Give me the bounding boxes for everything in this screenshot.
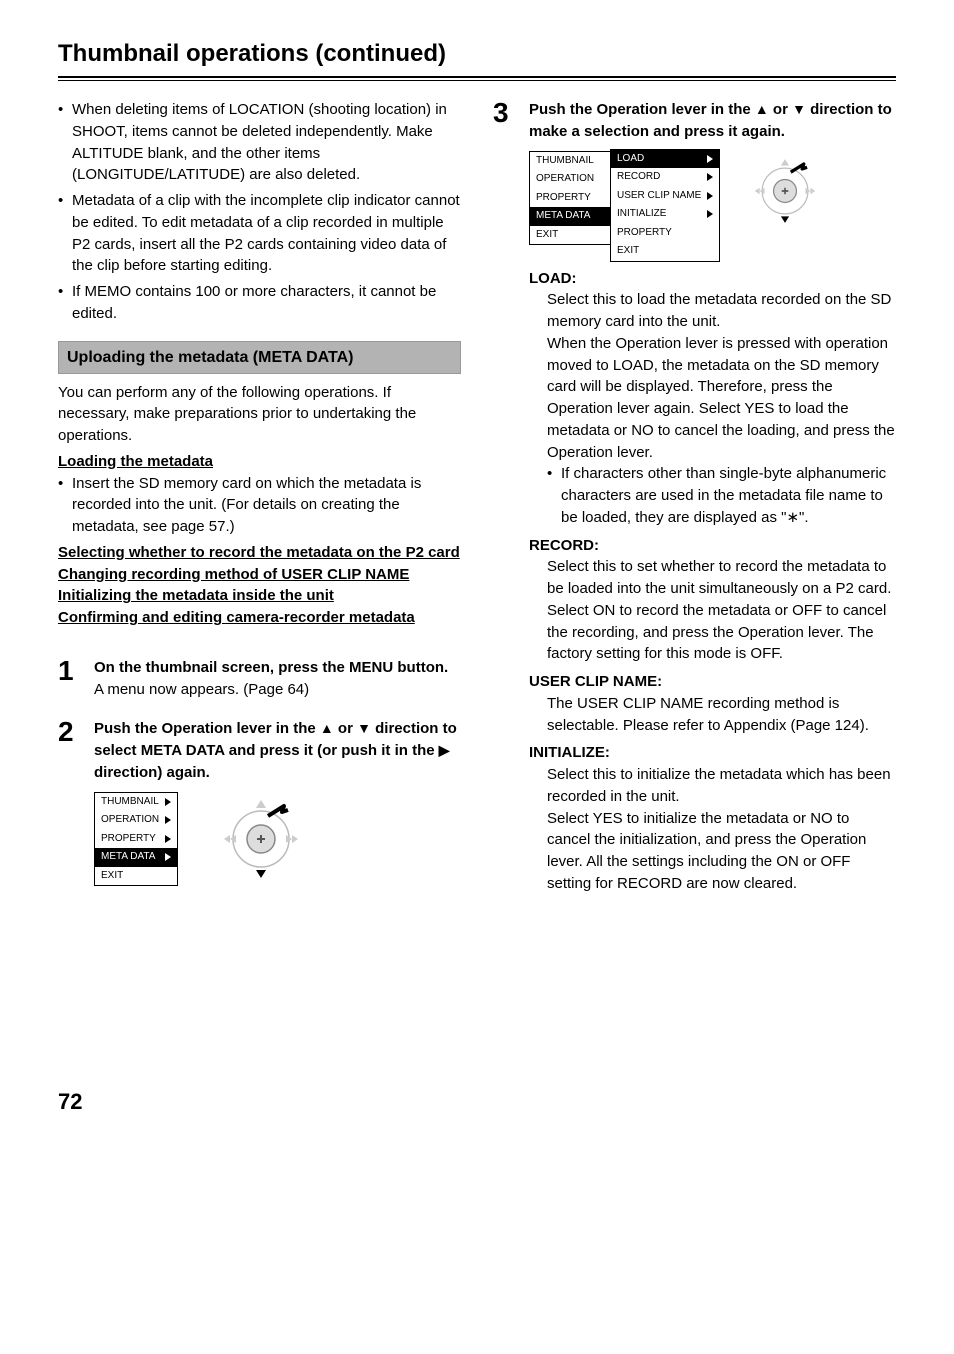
- bullet-item: Metadata of a clip with the incomplete c…: [58, 190, 461, 277]
- menu-row: USER CLIP NAME: [611, 187, 719, 206]
- subheading-initializing: Initializing the metadata inside the uni…: [58, 587, 334, 604]
- paragraph: Select ON to record the metadata or OFF …: [547, 600, 896, 665]
- right-arrow-icon: [165, 798, 171, 806]
- loading-bullets: Insert the SD memory card on which the m…: [58, 473, 461, 538]
- up-arrow-icon: ▲: [320, 720, 334, 736]
- section-heading: Uploading the metadata (META DATA): [58, 341, 461, 374]
- up-arrow-icon: ▲: [755, 101, 769, 117]
- step-number: 2: [58, 718, 80, 746]
- right-arrow-icon: [165, 835, 171, 843]
- step-number: 1: [58, 657, 80, 685]
- right-arrow-icon: [707, 210, 713, 218]
- term-body: The USER CLIP NAME recording method is s…: [529, 693, 896, 737]
- term-load: LOAD:: [529, 268, 896, 290]
- right-arrow-icon: [707, 173, 713, 181]
- right-arrow-icon: [165, 853, 171, 861]
- paragraph: When the Operation lever is pressed with…: [547, 333, 896, 464]
- menu-diagram-2: THUMBNAIL OPERATION PROPERTY META DATA E…: [529, 151, 720, 262]
- step-bold: Push the Operation lever in the ▲ or ▼ d…: [94, 718, 461, 783]
- menu-row: THUMBNAIL: [95, 793, 177, 812]
- menu-row: THUMBNAIL: [530, 152, 610, 171]
- subheading-selecting: Selecting whether to record the metadata…: [58, 544, 460, 561]
- menu-row: PROPERTY: [95, 830, 177, 849]
- step-number: 3: [493, 99, 515, 127]
- step-text: A menu now appears. (Page 64): [94, 679, 461, 701]
- term-body: Select this to initialize the metadata w…: [529, 764, 896, 895]
- menu-box-left: THUMBNAIL OPERATION PROPERTY META DATA E…: [529, 151, 611, 246]
- step-2: 2 Push the Operation lever in the ▲ or ▼…: [58, 718, 461, 783]
- right-arrow-icon: [707, 192, 713, 200]
- menu-box: THUMBNAIL OPERATION PROPERTY META DATA E…: [94, 792, 178, 887]
- menu-row: INITIALIZE: [611, 205, 719, 224]
- subheading-confirming: Confirming and editing camera-recorder m…: [58, 609, 415, 626]
- menu-row: PROPERTY: [611, 224, 719, 243]
- menu-row: RECORD: [611, 168, 719, 187]
- paragraph: Select this to load the metadata recorde…: [547, 289, 896, 333]
- section-intro: You can perform any of the following ope…: [58, 382, 461, 447]
- menu-row: OPERATION: [95, 811, 177, 830]
- bullet-item: Insert the SD memory card on which the m…: [58, 473, 461, 538]
- dpad-diagram: [206, 794, 316, 884]
- right-column: 3 Push the Operation lever in the ▲ or ▼…: [493, 99, 896, 1118]
- right-arrow-icon: [707, 155, 713, 163]
- menu-row: OPERATION: [530, 170, 610, 189]
- load-bullets: If characters other than single-byte alp…: [547, 463, 896, 528]
- page-title: Thumbnail operations (continued): [58, 40, 896, 68]
- right-arrow-icon: [165, 816, 171, 824]
- term-body: Select this to set whether to record the…: [529, 556, 896, 665]
- step-body: Push the Operation lever in the ▲ or ▼ d…: [94, 718, 461, 783]
- subheading-changing: Changing recording method of USER CLIP N…: [58, 566, 409, 583]
- step-3: 3 Push the Operation lever in the ▲ or ▼…: [493, 99, 896, 895]
- text-frag: direction) again.: [94, 764, 210, 781]
- step-bold: On the thumbnail screen, press the MENU …: [94, 657, 461, 679]
- text-frag: or: [334, 720, 357, 737]
- menu-row: EXIT: [95, 867, 177, 886]
- term-body: Select this to load the metadata recorde…: [529, 289, 896, 528]
- subheading-loading: Loading the metadata: [58, 453, 213, 470]
- bullet-item: If MEMO contains 100 or more characters,…: [58, 281, 461, 325]
- menu-row: EXIT: [530, 226, 610, 245]
- bullet-item: When deleting items of LOCATION (shootin…: [58, 99, 461, 186]
- intro-bullets: When deleting items of LOCATION (shootin…: [58, 99, 461, 325]
- down-arrow-icon: ▼: [792, 101, 806, 117]
- menu-row-selected: LOAD: [611, 150, 719, 169]
- paragraph: The USER CLIP NAME recording method is s…: [547, 693, 896, 737]
- paragraph: Select this to initialize the metadata w…: [547, 764, 896, 808]
- step-body: On the thumbnail screen, press the MENU …: [94, 657, 461, 701]
- menu-row-selected: META DATA: [530, 207, 610, 226]
- paragraph: Select this to set whether to record the…: [547, 556, 896, 600]
- paragraph: Select YES to initialize the metadata or…: [547, 808, 896, 895]
- page-number: 72: [58, 1086, 461, 1118]
- menu-row-selected: META DATA: [95, 848, 177, 867]
- text-frag: Push the Operation lever in the: [94, 720, 320, 737]
- term-userclip: USER CLIP NAME:: [529, 671, 896, 693]
- text-frag: Push the Operation lever in the: [529, 101, 755, 118]
- left-column: When deleting items of LOCATION (shootin…: [58, 99, 461, 1118]
- dpad-diagram: [740, 151, 830, 231]
- text-frag: or: [769, 101, 792, 118]
- step-1: 1 On the thumbnail screen, press the MEN…: [58, 657, 461, 701]
- menu-diagram-1: THUMBNAIL OPERATION PROPERTY META DATA E…: [94, 792, 461, 887]
- menu-row: EXIT: [611, 242, 719, 261]
- term-initialize: INITIALIZE:: [529, 742, 896, 764]
- title-rule: [58, 76, 896, 81]
- content-columns: When deleting items of LOCATION (shootin…: [58, 99, 896, 1118]
- term-record: RECORD:: [529, 535, 896, 557]
- menu-box-right: LOAD RECORD USER CLIP NAME INITIALIZE PR…: [610, 149, 720, 262]
- step-bold: Push the Operation lever in the ▲ or ▼ d…: [529, 99, 896, 143]
- step-body: Push the Operation lever in the ▲ or ▼ d…: [529, 99, 896, 895]
- bullet-item: If characters other than single-byte alp…: [547, 463, 896, 528]
- menu-row: PROPERTY: [530, 189, 610, 208]
- right-arrow-icon: ▶: [439, 742, 450, 758]
- down-arrow-icon: ▼: [357, 720, 371, 736]
